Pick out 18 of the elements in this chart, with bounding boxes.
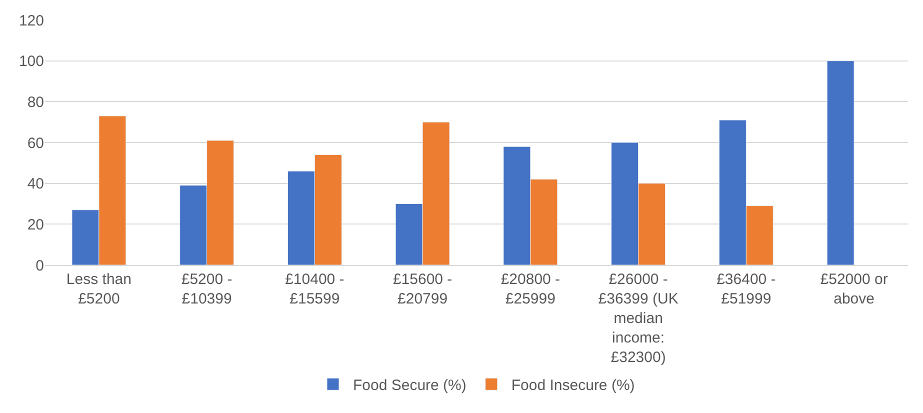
x-tick-label: £20800 - £25999 [500,271,560,308]
legend-label: Food Insecure (%) [511,377,635,394]
y-tick-label: 80 [27,94,44,111]
y-tick-label: 100 [18,53,44,70]
x-tick-label: £36400 - £51999 [716,271,776,308]
x-tick-label: £26000 - £36399 (UK median income: £32300) [598,271,678,366]
x-tick-label: £15600 - £20799 [392,271,452,308]
y-tick-label: 40 [27,176,44,193]
x-tick-label: Less than £5200 [66,271,132,308]
x-tick-label: £5200 - £10399 [181,271,232,308]
y-tick-label: 120 [18,12,44,30]
y-tick-label: 60 [27,134,44,152]
y-tick-label: 20 [27,216,44,234]
x-tick-label: £52000 or above [820,271,888,308]
legend-label: Food Secure (%) [353,377,466,394]
bar [826,60,854,265]
y-tick-label: 0 [36,257,44,274]
x-tick-label: £10400 - £15599 [285,271,344,308]
